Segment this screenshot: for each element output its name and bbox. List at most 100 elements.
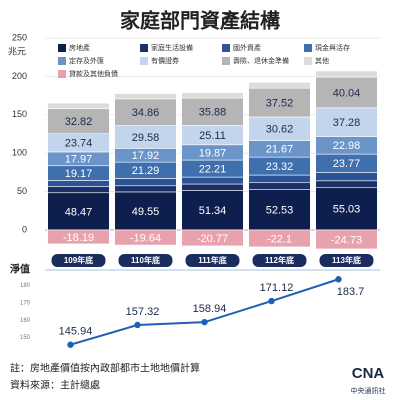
data-label: 17.92 bbox=[132, 150, 160, 162]
data-label: 37.28 bbox=[333, 117, 361, 129]
data-label: 23.74 bbox=[65, 138, 93, 150]
bar-segment bbox=[181, 176, 244, 185]
bar-segment bbox=[248, 174, 311, 184]
legend-label: 貸款及其他負債 bbox=[69, 69, 118, 78]
y-tick-label: 160 bbox=[20, 318, 31, 324]
y-tick-label: 170 bbox=[20, 301, 31, 307]
bar-segment bbox=[248, 229, 311, 248]
logo-subtitle: 中央通訊社 bbox=[351, 386, 386, 395]
data-label: 49.55 bbox=[132, 206, 160, 218]
data-label: 21.29 bbox=[132, 165, 160, 177]
data-label: 23.77 bbox=[333, 158, 361, 170]
point bbox=[201, 318, 208, 326]
bar-segment bbox=[47, 180, 110, 187]
y-tick-label: 150 bbox=[12, 109, 27, 119]
bar-segment bbox=[315, 187, 378, 231]
data-label: 37.52 bbox=[266, 97, 294, 109]
data-label: 52.53 bbox=[266, 205, 294, 217]
data-label: 35.88 bbox=[199, 107, 227, 119]
legend-label: 定存及外匯 bbox=[69, 56, 104, 65]
bar-segment bbox=[248, 87, 311, 118]
bar-segment bbox=[181, 183, 244, 191]
data-label: 48.47 bbox=[65, 206, 93, 218]
data-label: -18.19 bbox=[63, 232, 94, 244]
bar-segment bbox=[114, 185, 177, 193]
legend-label: 其他 bbox=[315, 56, 329, 65]
data-label: 22.21 bbox=[199, 163, 227, 175]
bar-segment bbox=[248, 82, 311, 89]
data-label: 23.32 bbox=[266, 161, 294, 173]
y-tick-label: 50 bbox=[17, 186, 27, 196]
bar-segment bbox=[114, 98, 177, 126]
data-label: 22.98 bbox=[333, 140, 361, 152]
y-tick-label: 200 bbox=[12, 71, 27, 81]
y-tick-label: 180 bbox=[20, 283, 31, 289]
bar-segment bbox=[114, 178, 177, 187]
x-tick-label: 113年底 bbox=[332, 255, 361, 265]
category-pill bbox=[51, 254, 106, 267]
legend-swatch bbox=[222, 57, 230, 65]
point bbox=[268, 297, 275, 305]
data-label: 157.32 bbox=[126, 306, 160, 318]
category-pill bbox=[252, 254, 307, 267]
legend-label: 家庭生活設備 bbox=[151, 43, 193, 52]
data-label: 51.34 bbox=[199, 205, 227, 217]
bar-segment bbox=[47, 229, 110, 245]
bar-segment bbox=[315, 180, 378, 189]
legend-label: 現金與活存 bbox=[315, 43, 350, 52]
bar-segment bbox=[47, 108, 110, 135]
data-label: -19.64 bbox=[130, 232, 161, 244]
data-label: 32.82 bbox=[65, 116, 93, 128]
y-tick-label: 0 bbox=[22, 224, 27, 234]
bar-segment bbox=[248, 189, 311, 231]
legend-swatch bbox=[140, 44, 148, 52]
data-label: 145.94 bbox=[59, 326, 93, 338]
bar-segment bbox=[181, 229, 244, 247]
logo: CNA bbox=[352, 365, 385, 382]
y-tick-label: 100 bbox=[12, 148, 27, 158]
point bbox=[335, 276, 342, 283]
legend-box bbox=[52, 40, 382, 69]
data-label: 30.62 bbox=[266, 124, 294, 136]
legend-label: 有價證券 bbox=[151, 56, 179, 65]
legend-swatch bbox=[304, 57, 312, 65]
data-label: -22.1 bbox=[267, 233, 292, 245]
bar-segment bbox=[315, 107, 378, 137]
data-label: 25.11 bbox=[199, 130, 226, 142]
legend-label: 國外資產 bbox=[233, 43, 261, 52]
note: 註：房地產價值按內政部都市土地地價計算 bbox=[10, 362, 200, 375]
data-label: 29.58 bbox=[132, 132, 160, 144]
data-label: 55.03 bbox=[333, 204, 361, 216]
data-label: 183.7 bbox=[337, 286, 365, 298]
y-tick-label: 150 bbox=[20, 335, 31, 341]
bar-segment bbox=[315, 229, 378, 250]
point bbox=[67, 341, 74, 348]
x-tick-label: 111年底 bbox=[198, 255, 226, 265]
y-tick-label: 250 bbox=[12, 32, 27, 42]
legend-swatch bbox=[304, 44, 312, 52]
bar-segment bbox=[114, 93, 177, 100]
legend-swatch bbox=[140, 57, 148, 65]
legend-swatch bbox=[58, 70, 66, 78]
source: 資料來源：主計總處 bbox=[10, 379, 100, 392]
data-label: 40.04 bbox=[333, 87, 361, 99]
data-label: 19.17 bbox=[65, 168, 93, 180]
data-label: 17.97 bbox=[65, 154, 93, 166]
legend-swatch bbox=[58, 44, 66, 52]
bar-segment bbox=[114, 191, 177, 231]
legend-swatch bbox=[222, 44, 230, 52]
bar-segment bbox=[47, 192, 110, 231]
legend-label: 壽險、退休金準備 bbox=[233, 56, 289, 65]
category-pill bbox=[118, 254, 173, 267]
data-label: 34.86 bbox=[132, 107, 160, 119]
bar-segment bbox=[315, 76, 378, 109]
data-label: 171.12 bbox=[260, 282, 294, 294]
x-tick-label: 110年底 bbox=[131, 255, 160, 265]
data-label: 21.67 bbox=[266, 144, 294, 156]
point bbox=[134, 321, 141, 329]
data-label: -24.73 bbox=[331, 234, 362, 246]
legend-label: 房地產 bbox=[69, 43, 90, 52]
x-tick-label: 112年底 bbox=[265, 255, 294, 265]
y-axis-label: 兆元 bbox=[8, 46, 26, 56]
